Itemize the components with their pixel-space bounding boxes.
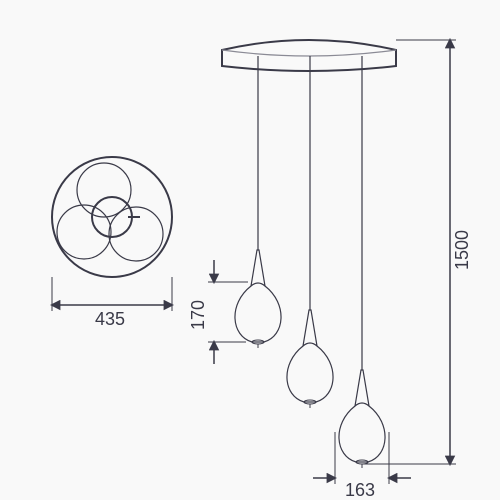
- label-height: 1500: [452, 230, 472, 270]
- label-pendant-width: 163: [345, 480, 375, 500]
- label-pendant-height: 170: [188, 300, 208, 330]
- label-diameter: 435: [95, 309, 125, 329]
